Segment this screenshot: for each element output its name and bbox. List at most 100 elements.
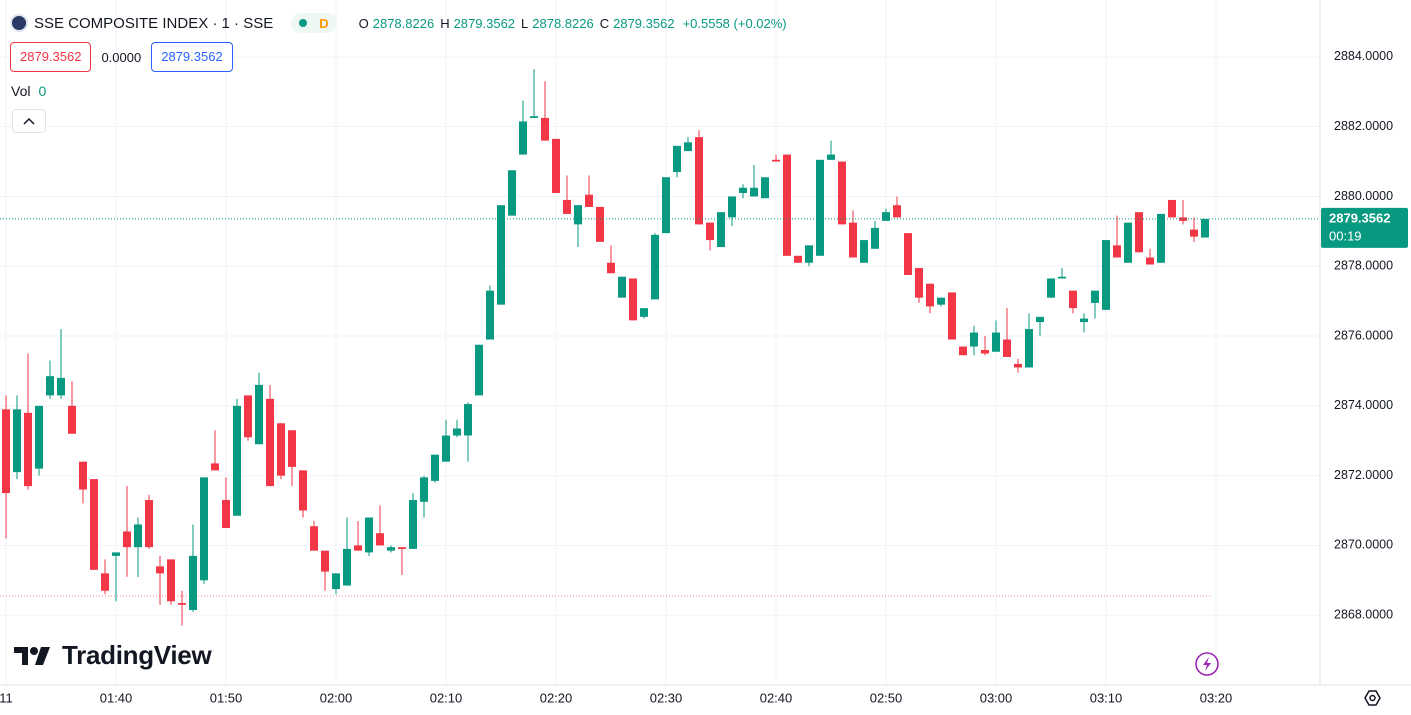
candle-body — [871, 227, 879, 249]
candle-body — [354, 545, 362, 551]
candle-body — [321, 550, 329, 572]
candle-body — [1025, 329, 1033, 368]
readout-key: C — [599, 15, 610, 31]
x-tick-label: 02:30 — [650, 690, 683, 705]
candle-body — [1014, 363, 1022, 368]
candle-body — [519, 121, 527, 155]
y-tick-label: 2872.0000 — [1334, 468, 1393, 482]
candle-body — [35, 405, 43, 469]
candle-body — [79, 461, 87, 490]
candle-body — [937, 297, 945, 305]
y-tick-label: 2882.0000 — [1334, 119, 1393, 133]
readout-value: 2878.8226 — [372, 15, 435, 31]
candle-body — [409, 500, 417, 549]
candle-body — [1102, 240, 1110, 310]
candle-body — [299, 470, 307, 511]
change: +0.5558 (+0.02%) — [682, 15, 787, 31]
x-tick-label: 03:20 — [1200, 690, 1233, 705]
candle-body — [365, 517, 373, 553]
candle-body — [343, 548, 351, 586]
candle-body — [959, 346, 967, 356]
candle-body — [1124, 222, 1132, 263]
candle-body — [497, 205, 505, 305]
candle-body — [222, 500, 230, 528]
readout-key: L — [521, 15, 529, 31]
candle-body — [189, 555, 197, 610]
last-price-label: 2879.3562 — [1329, 210, 1390, 225]
status-pill[interactable]: D — [291, 13, 337, 33]
candle-body — [431, 454, 439, 481]
alert-icon[interactable] — [1195, 652, 1219, 676]
candle-body — [24, 412, 32, 487]
candle-body — [981, 350, 989, 354]
candle-body — [1190, 229, 1198, 237]
sell-button[interactable]: 2879.3562 — [10, 42, 92, 72]
x-tick-label: 01:50 — [210, 690, 243, 705]
header: SSE COMPOSITE INDEX · 1 · SSE D O 2878.82… — [10, 12, 787, 34]
candle-body — [970, 332, 978, 347]
candle-body — [794, 255, 802, 263]
candle-body — [849, 222, 857, 258]
candle-body — [915, 267, 923, 298]
brand-name: TradingView — [62, 640, 212, 670]
delay-badge: D — [319, 15, 329, 31]
y-tick-label: 2878.0000 — [1334, 259, 1393, 273]
candle-body — [805, 245, 813, 263]
x-tick-label: 02:10 — [430, 690, 463, 705]
candle-body — [1146, 257, 1154, 265]
brand-logo — [14, 646, 50, 665]
volume-label: Vol — [11, 83, 31, 99]
candle-body — [629, 278, 637, 321]
symbol-title[interactable]: SSE COMPOSITE INDEX · 1 · SSE — [34, 14, 274, 32]
market-dot — [299, 19, 308, 27]
chevron — [23, 117, 35, 125]
candle-body — [1179, 217, 1187, 221]
buy-button[interactable]: 2879.3562 — [151, 42, 233, 72]
candle-body — [684, 142, 692, 152]
y-tick-label: 2884.0000 — [1334, 49, 1393, 63]
candle-body — [387, 547, 395, 551]
candle-body — [332, 573, 340, 590]
candle-body — [123, 531, 131, 548]
last-price-box — [1321, 207, 1408, 248]
volume-legend: Vol 0 — [11, 83, 46, 99]
candle-body — [717, 212, 725, 248]
spread: 0.0000 — [101, 49, 142, 65]
candle-body — [277, 423, 285, 476]
candle-body — [585, 194, 593, 207]
candle-body — [46, 376, 54, 396]
candle-body — [1003, 339, 1011, 357]
collapse-button[interactable] — [12, 109, 46, 133]
candle-body — [816, 159, 824, 256]
settings-icon[interactable] — [1364, 690, 1381, 706]
candle-body — [552, 138, 560, 193]
candle-body — [541, 117, 549, 141]
y-tick-label: 2870.0000 — [1334, 538, 1393, 552]
candle-body — [882, 212, 890, 221]
candle-body — [1201, 218, 1209, 238]
candle-body — [233, 405, 241, 516]
candle-body — [563, 199, 571, 214]
candle-body — [112, 552, 120, 556]
candle-body — [893, 205, 901, 218]
x-tick-label: 02:50 — [870, 690, 903, 705]
candle-body — [1091, 290, 1099, 303]
candle-body — [211, 463, 219, 471]
countdown-label: 00:19 — [1329, 228, 1362, 243]
x-tick-label: 02:00 — [320, 690, 353, 705]
candle-body — [464, 404, 472, 436]
candle-body — [1113, 245, 1121, 258]
candle-body — [1168, 199, 1176, 218]
x-tick-label: 02:20 — [540, 690, 573, 705]
symbol-logo — [10, 14, 28, 32]
candle-body — [728, 196, 736, 218]
candle-body — [68, 405, 76, 434]
candle-body — [783, 154, 791, 256]
x-tick-label: 02:40 — [760, 690, 793, 705]
readout-value: 2879.3562 — [613, 15, 675, 31]
y-tick-label: 2880.0000 — [1334, 189, 1393, 203]
candle-body — [1135, 212, 1143, 253]
candle-body — [398, 547, 406, 549]
